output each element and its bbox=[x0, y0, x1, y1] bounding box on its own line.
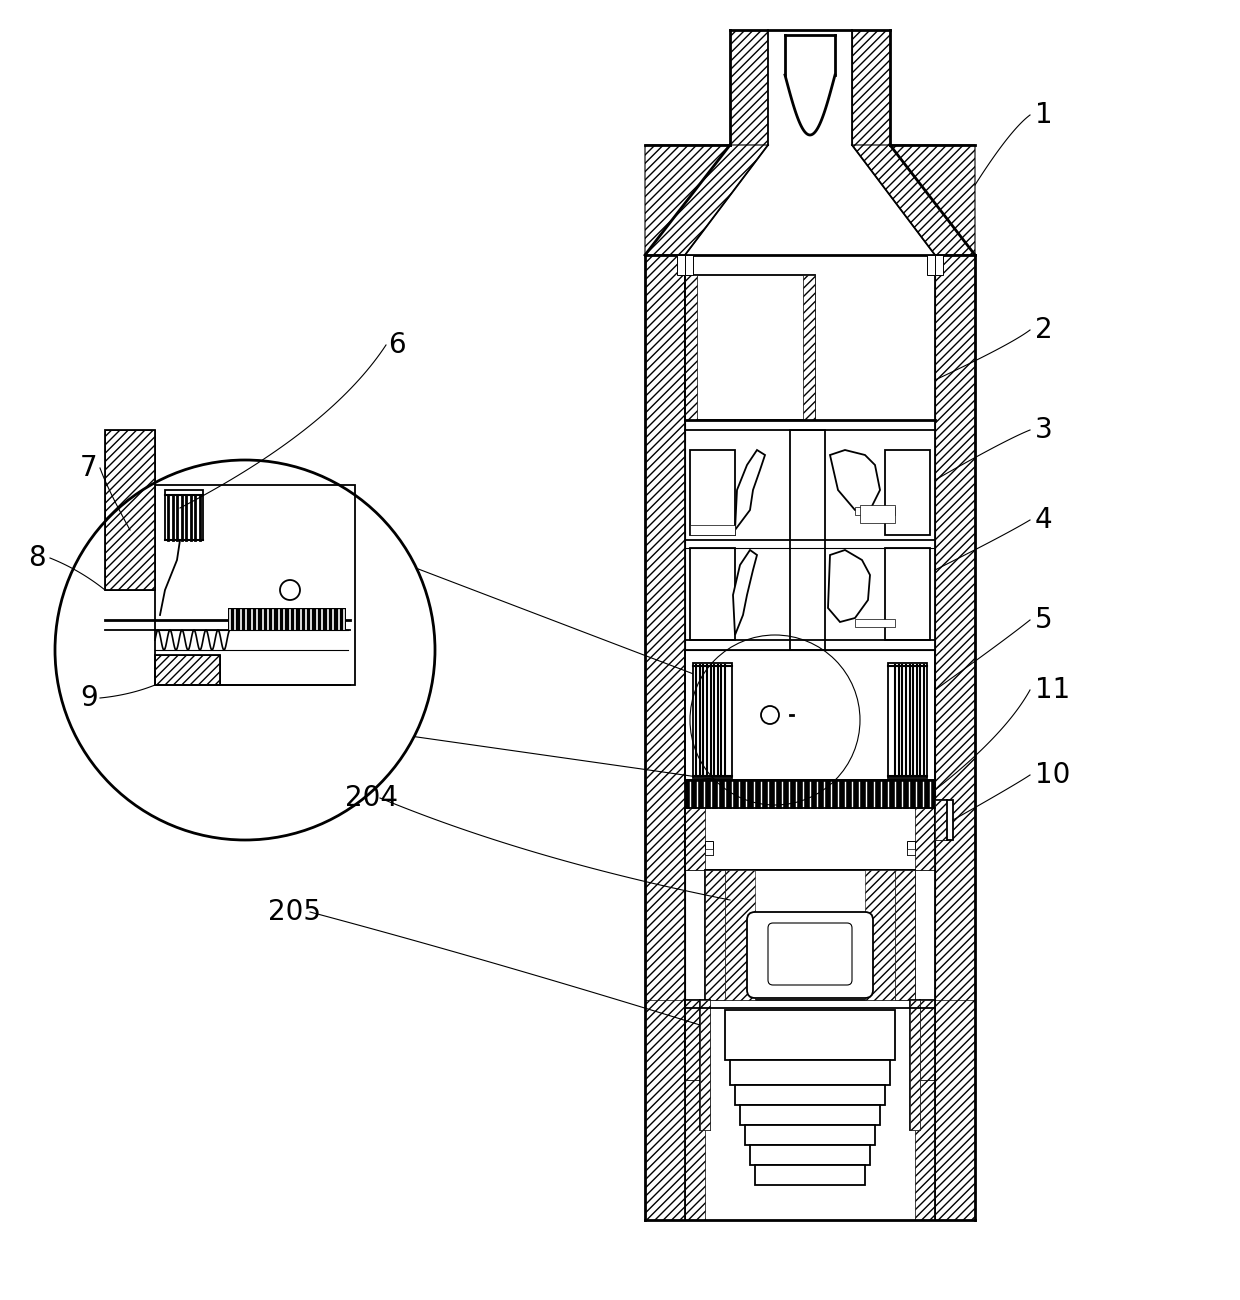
Bar bbox=[740, 1105, 880, 1124]
Bar bbox=[920, 1000, 935, 1080]
Bar bbox=[928, 255, 935, 276]
Bar bbox=[701, 1000, 711, 1130]
Bar bbox=[706, 841, 713, 855]
Polygon shape bbox=[733, 550, 756, 634]
Bar bbox=[684, 1000, 706, 1219]
Bar bbox=[735, 1086, 885, 1105]
Bar bbox=[689, 549, 735, 640]
Polygon shape bbox=[645, 146, 768, 255]
Polygon shape bbox=[830, 450, 880, 510]
Bar bbox=[750, 1145, 870, 1165]
Bar bbox=[915, 1000, 935, 1219]
Polygon shape bbox=[828, 550, 870, 621]
Text: 7: 7 bbox=[81, 454, 98, 482]
Bar bbox=[105, 430, 155, 590]
Bar bbox=[866, 870, 895, 1000]
Bar bbox=[725, 1010, 895, 1060]
Bar bbox=[768, 30, 852, 146]
Bar bbox=[885, 549, 930, 640]
Bar bbox=[920, 1000, 935, 1080]
Bar bbox=[684, 276, 815, 420]
Bar bbox=[935, 800, 947, 840]
Bar bbox=[155, 655, 219, 685]
Circle shape bbox=[761, 706, 779, 724]
Bar bbox=[693, 663, 732, 777]
Text: 204: 204 bbox=[345, 784, 398, 812]
Bar bbox=[684, 1000, 701, 1080]
Bar bbox=[885, 450, 930, 536]
Text: 10: 10 bbox=[1035, 760, 1070, 789]
FancyBboxPatch shape bbox=[768, 923, 852, 985]
Bar bbox=[689, 450, 735, 536]
Bar bbox=[701, 1000, 711, 1130]
Polygon shape bbox=[852, 146, 975, 255]
Bar bbox=[706, 870, 725, 1000]
Text: 6: 6 bbox=[388, 332, 405, 359]
Bar bbox=[684, 276, 697, 420]
Bar bbox=[684, 1000, 701, 1080]
Text: 3: 3 bbox=[1035, 416, 1053, 445]
Bar bbox=[804, 276, 815, 420]
Text: 2: 2 bbox=[1035, 316, 1053, 344]
Bar bbox=[684, 809, 706, 870]
Bar bbox=[935, 255, 975, 1219]
Bar bbox=[856, 619, 895, 627]
Bar bbox=[888, 663, 928, 777]
Bar bbox=[684, 809, 935, 870]
Bar bbox=[790, 430, 825, 650]
Bar bbox=[856, 507, 895, 515]
Bar bbox=[730, 30, 768, 146]
Bar bbox=[935, 1000, 975, 1219]
Bar bbox=[165, 490, 203, 540]
Bar bbox=[755, 1165, 866, 1186]
Bar bbox=[935, 255, 942, 276]
Bar bbox=[228, 608, 346, 630]
Bar bbox=[645, 1000, 684, 1219]
Text: 5: 5 bbox=[1035, 606, 1053, 634]
Bar bbox=[935, 800, 947, 840]
Polygon shape bbox=[735, 450, 765, 530]
Bar bbox=[947, 800, 954, 840]
Bar bbox=[910, 1000, 920, 1130]
Bar bbox=[155, 485, 355, 685]
Bar bbox=[706, 849, 713, 855]
Bar bbox=[689, 525, 735, 536]
FancyBboxPatch shape bbox=[746, 913, 873, 998]
Text: 9: 9 bbox=[81, 684, 98, 712]
Bar bbox=[895, 870, 915, 1000]
Bar bbox=[105, 430, 155, 590]
Text: 205: 205 bbox=[268, 898, 321, 926]
Bar bbox=[706, 870, 915, 1000]
Circle shape bbox=[55, 460, 435, 840]
Bar bbox=[155, 655, 219, 685]
Bar bbox=[677, 255, 684, 276]
Bar bbox=[906, 841, 915, 855]
Bar bbox=[730, 1060, 890, 1086]
Bar bbox=[906, 849, 915, 855]
Text: 8: 8 bbox=[29, 543, 46, 572]
Bar bbox=[645, 255, 684, 1219]
Circle shape bbox=[280, 580, 300, 601]
Bar bbox=[910, 1000, 920, 1130]
Text: 1: 1 bbox=[1035, 101, 1053, 129]
Bar bbox=[684, 780, 935, 809]
Bar bbox=[745, 1124, 875, 1145]
Bar bbox=[852, 30, 890, 146]
Text: 11: 11 bbox=[1035, 676, 1070, 705]
Bar bbox=[915, 809, 935, 870]
Bar bbox=[684, 255, 693, 276]
Text: 4: 4 bbox=[1035, 506, 1053, 534]
Bar bbox=[725, 870, 755, 1000]
Bar bbox=[684, 650, 935, 780]
Bar bbox=[861, 504, 895, 523]
